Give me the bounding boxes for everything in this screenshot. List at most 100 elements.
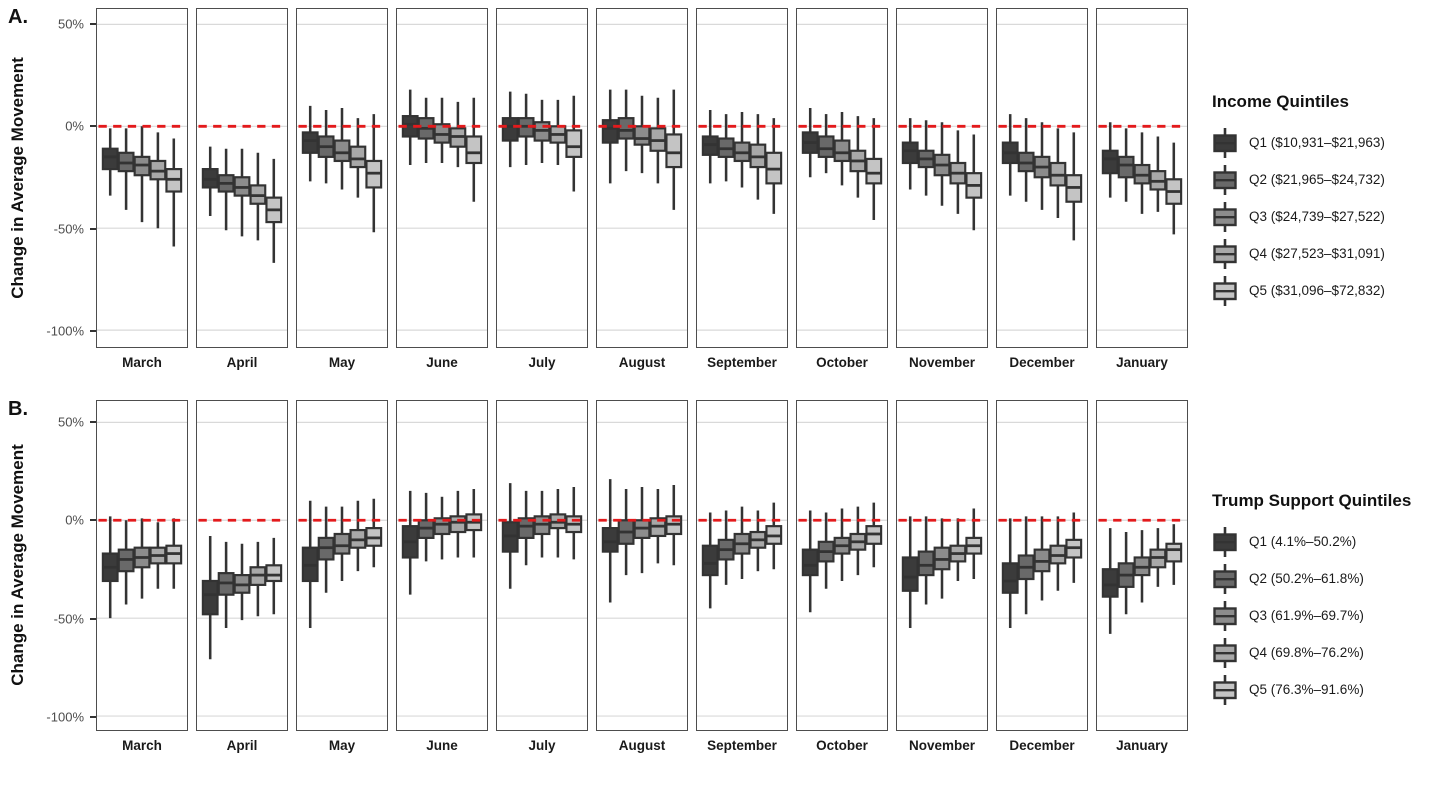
boxplot-q4 — [549, 488, 567, 558]
boxplot-q4 — [749, 114, 767, 200]
facet-plot-area — [496, 400, 588, 731]
facet-plot-area — [596, 8, 688, 348]
facet-plot-area — [696, 8, 788, 348]
legend-entry-q1: Q1 ($10,931–$21,963) — [1212, 124, 1440, 161]
y-axis-b: 50% 0% -50% -100% — [0, 400, 96, 731]
boxplot-q4 — [349, 500, 367, 572]
facet-plot-area — [1096, 8, 1188, 348]
boxplot-key-icon — [1213, 674, 1237, 705]
boxplot-q5 — [165, 138, 183, 247]
boxplot-key-icon — [1213, 238, 1237, 269]
boxplot-q3 — [233, 148, 251, 237]
y-tick-label: 50% — [57, 414, 84, 429]
facet-plot-area — [396, 400, 488, 731]
boxplot-chart — [397, 23, 487, 331]
boxplot-chart — [1097, 23, 1187, 331]
facet-may: May — [296, 400, 388, 753]
boxplot-q2 — [717, 114, 735, 182]
boxplot-q2 — [1017, 118, 1035, 202]
facet-plot-area — [996, 400, 1088, 731]
boxplot-q4 — [349, 118, 367, 198]
facet-plot-area — [96, 8, 188, 348]
boxplot-q5 — [165, 518, 183, 589]
legend-entry-q4: Q4 (69.8%–76.2%) — [1212, 634, 1440, 671]
boxplot-q2 — [217, 148, 235, 231]
boxplot-q4 — [949, 130, 967, 214]
boxplot-q3 — [1033, 516, 1051, 601]
facet-september: September — [696, 8, 788, 370]
y-tick-mark — [90, 22, 96, 25]
boxplot-q1 — [801, 107, 819, 178]
x-axis-month-label: January — [1116, 355, 1168, 370]
boxplot-q1 — [201, 535, 219, 660]
boxplot-key-icon — [1213, 563, 1237, 594]
facet-march: March — [96, 8, 188, 370]
facet-plot-area — [196, 8, 288, 348]
boxplot-key-icon — [1213, 275, 1237, 306]
legend-entry-q4: Q4 ($27,523–$31,091) — [1212, 235, 1440, 272]
x-axis-month-label: October — [816, 738, 868, 753]
x-axis-month-label: July — [528, 355, 556, 370]
boxplot-q4 — [449, 101, 467, 168]
boxplot-q1 — [101, 128, 119, 196]
boxplot-q4 — [1049, 516, 1067, 591]
boxplot-q4 — [649, 97, 667, 184]
boxplot-q2 — [517, 93, 535, 166]
legend-entry-label: Q1 ($10,931–$21,963) — [1249, 135, 1385, 150]
boxplot-key-icon — [1213, 637, 1237, 668]
boxplot-q5 — [565, 95, 583, 192]
legend-entry-q2: Q2 ($21,965–$24,732) — [1212, 161, 1440, 198]
legend-entry-label: Q3 ($24,739–$27,522) — [1249, 209, 1385, 224]
boxplot-q2 — [617, 89, 635, 172]
facet-plot-area — [396, 8, 488, 348]
y-tick-label: -100% — [46, 709, 84, 725]
facet-plot-area — [96, 400, 188, 731]
boxplot-chart — [497, 421, 587, 717]
facet-june: June — [396, 8, 488, 370]
boxplot-key-icon — [1213, 201, 1237, 232]
boxplot-chart — [697, 421, 787, 717]
boxplot-q5 — [465, 488, 483, 558]
boxplot-q3 — [833, 112, 851, 186]
boxplot-q1 — [901, 516, 919, 628]
boxplot-q1 — [701, 512, 719, 609]
boxplot-q5 — [665, 89, 683, 210]
boxplot-q3 — [933, 518, 951, 599]
facet-april: April — [196, 8, 288, 370]
x-axis-month-label: April — [226, 355, 258, 370]
boxplot-q2 — [1017, 516, 1035, 615]
boxplot-q1 — [301, 105, 319, 182]
boxplot-q2 — [717, 510, 735, 585]
x-axis-month-label: August — [618, 355, 666, 370]
boxplot-q1 — [401, 490, 419, 595]
facet-plot-area — [296, 8, 388, 348]
x-axis-month-label: May — [328, 355, 356, 370]
x-axis-month-label: April — [226, 738, 258, 753]
boxplot-chart — [197, 421, 287, 717]
boxplot-q5 — [865, 118, 883, 221]
boxplot-q1 — [601, 479, 619, 603]
boxplot-key-icon — [1213, 600, 1237, 631]
legend-entry-label: Q3 (61.9%–69.7%) — [1249, 608, 1364, 623]
boxplot-key-icon — [1213, 164, 1237, 195]
boxplot-q2 — [1117, 128, 1135, 202]
boxplot-q1 — [1101, 122, 1119, 198]
facet-march: March — [96, 400, 188, 753]
boxplot-q1 — [501, 91, 519, 168]
boxplot-q4 — [849, 116, 867, 198]
boxplot-q5 — [365, 498, 383, 568]
x-axis-month-label: September — [707, 355, 777, 370]
facet-plot-area — [696, 400, 788, 731]
facet-december: December — [996, 400, 1088, 753]
boxplot-chart — [797, 421, 887, 717]
boxplot-chart — [1097, 421, 1187, 717]
x-axis-month-label: December — [1009, 738, 1075, 753]
boxplot-chart — [897, 23, 987, 331]
boxplot-q2 — [417, 97, 435, 163]
boxplot-q5 — [365, 114, 383, 233]
boxplot-q2 — [517, 490, 535, 566]
boxplot-q5 — [565, 486, 583, 560]
facet-november: November — [896, 400, 988, 753]
boxplot-q4 — [149, 522, 167, 589]
